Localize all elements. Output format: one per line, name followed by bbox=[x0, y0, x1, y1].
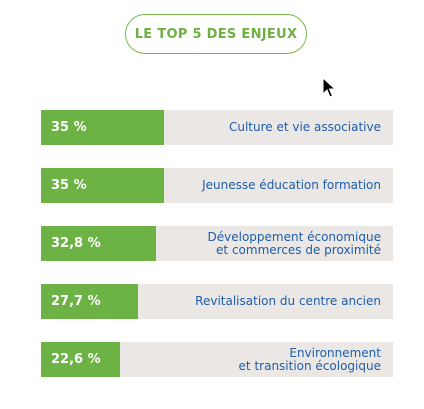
bar-value-label: 22,6 % bbox=[51, 352, 101, 367]
bar-row: 27,7 % Revitalisation du centre ancien bbox=[41, 284, 393, 319]
bar bbox=[41, 168, 164, 203]
bar-row: 32,8 % Développement économique et commer… bbox=[41, 226, 393, 261]
bar-category-label: Revitalisation du centre ancien bbox=[195, 294, 381, 308]
bar-row: 35 % Jeunesse éducation formation bbox=[41, 168, 393, 203]
bar bbox=[41, 342, 120, 377]
bar-row: 35 % Culture et vie associative bbox=[41, 110, 393, 145]
bar bbox=[41, 284, 138, 319]
bar bbox=[41, 110, 164, 145]
chart-title: LE TOP 5 DES ENJEUX bbox=[125, 14, 307, 54]
bar-value-label: 35 % bbox=[51, 178, 87, 193]
bar-row: 22,6 % Environnement et transition écolog… bbox=[41, 342, 393, 377]
bar-category-label: Environnement et transition écologique bbox=[238, 345, 381, 373]
bar bbox=[41, 226, 156, 261]
bar-value-label: 32,8 % bbox=[51, 236, 101, 251]
bar-category-label: Culture et vie associative bbox=[228, 120, 381, 134]
bar-value-label: 27,7 % bbox=[51, 294, 101, 309]
bar-category-label: Développement économique et commerces de… bbox=[207, 229, 382, 257]
bar-category-label: Jeunesse éducation formation bbox=[202, 178, 381, 192]
bar-value-label: 35 % bbox=[51, 120, 87, 135]
mouse-cursor-icon bbox=[322, 77, 336, 98]
